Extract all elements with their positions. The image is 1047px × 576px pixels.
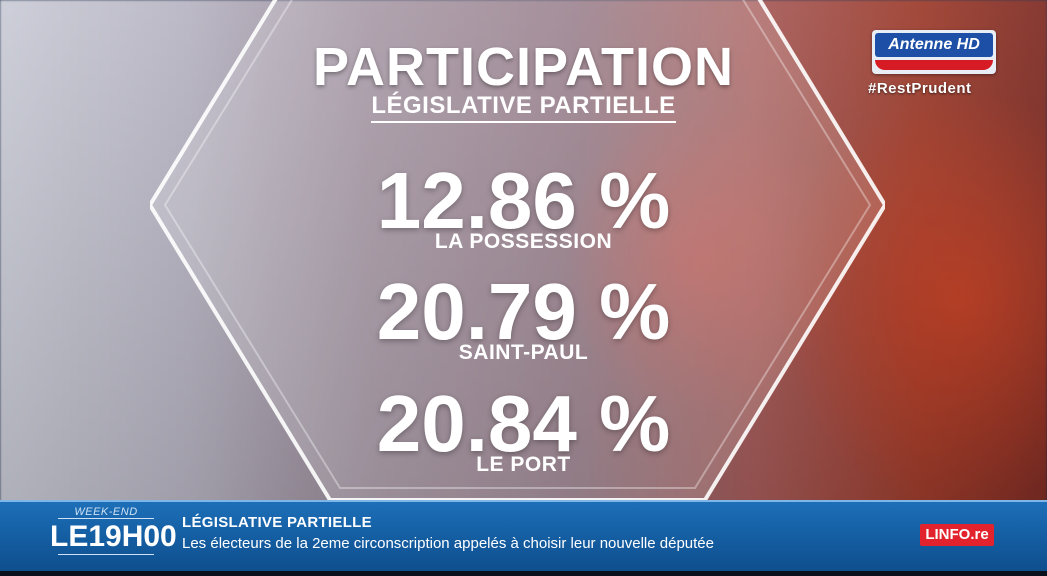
show-tag: WEEK-END [74,506,138,518]
bottom-bar [0,571,1047,576]
stat-value-le-port: 20.84 % [376,379,671,468]
source-badge: LINFO.re [920,524,994,546]
page-subtitle: LÉGISLATIVE PARTIELLE [0,92,1047,123]
channel-logo: Antenne HD [872,30,996,74]
hashtag: #RestPrudent [868,80,972,97]
stat-label-saint-paul: SAINT-PAUL [458,341,589,364]
hexagon-frame [150,0,885,500]
news-ticker: WEEK-END LE19H00 LÉGISLATIVE PARTIELLE L… [0,500,1047,573]
subtitle-text: LÉGISLATIVE PARTIELLE [371,92,676,123]
show-divider-bottom [58,554,154,555]
show-name: LE19H00 [50,520,177,553]
show-divider-top [58,518,154,519]
stat-label-la-possession: LA POSSESSION [434,230,613,253]
channel-logo-swoosh [875,60,993,70]
stat-label-le-port: LE PORT [476,453,571,476]
page-title: PARTICIPATION [313,37,734,97]
stat-value-saint-paul: 20.79 % [376,267,671,356]
stat-value-la-possession: 12.86 % [376,156,671,245]
show-logo: WEEK-END LE19H00 [50,506,177,566]
ticker-headline: LÉGISLATIVE PARTIELLE [182,514,372,531]
channel-logo-text: Antenne HD [875,33,993,57]
ticker-text: Les électeurs de la 2eme circonscription… [182,535,714,552]
